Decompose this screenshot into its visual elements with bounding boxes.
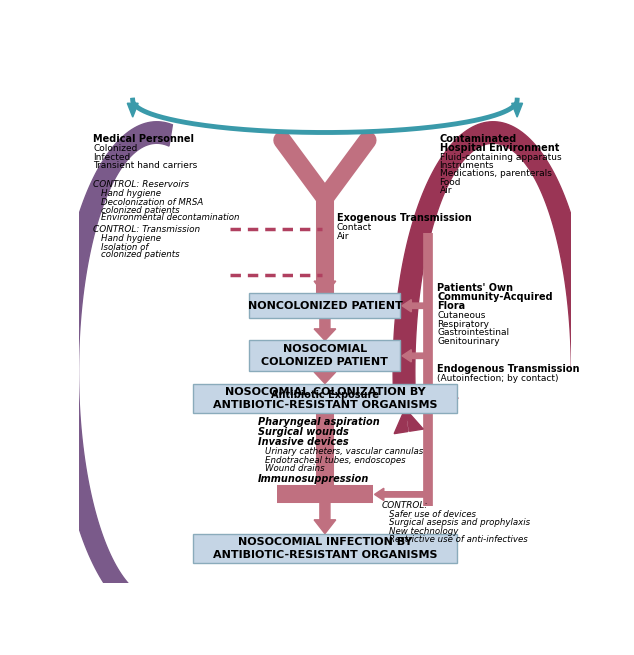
Text: Contact: Contact — [337, 223, 372, 233]
Polygon shape — [57, 122, 172, 620]
FancyArrow shape — [314, 281, 336, 295]
FancyBboxPatch shape — [249, 293, 401, 318]
FancyBboxPatch shape — [193, 384, 456, 413]
FancyArrow shape — [402, 350, 428, 362]
Polygon shape — [393, 122, 593, 410]
Text: colonized patients: colonized patients — [101, 206, 179, 215]
Text: Respiratory: Respiratory — [437, 320, 489, 329]
Text: Endogenous Transmission: Endogenous Transmission — [437, 364, 580, 373]
Text: Urinary catheters, vascular cannulas: Urinary catheters, vascular cannulas — [265, 447, 424, 457]
FancyArrow shape — [428, 392, 458, 404]
Text: NONCOLONIZED PATIENT: NONCOLONIZED PATIENT — [247, 301, 403, 310]
Text: Pharyngeal aspiration: Pharyngeal aspiration — [257, 417, 379, 428]
Text: Surgical wounds: Surgical wounds — [257, 428, 348, 438]
Text: Medications, parenterals: Medications, parenterals — [439, 170, 552, 178]
FancyBboxPatch shape — [193, 534, 456, 563]
Text: Restrictive use of anti-infectives: Restrictive use of anti-infectives — [389, 535, 528, 544]
Text: (Autoinfection; by contact): (Autoinfection; by contact) — [437, 373, 559, 383]
FancyBboxPatch shape — [249, 341, 401, 371]
FancyArrow shape — [402, 299, 428, 312]
Text: NOSOCOMIAL COLONIZATION BY
ANTIBIOTIC-RESISTANT ORGANISMS: NOSOCOMIAL COLONIZATION BY ANTIBIOTIC-RE… — [212, 386, 437, 409]
Text: Hospital Environment: Hospital Environment — [439, 143, 559, 153]
Text: Community-Acquired: Community-Acquired — [437, 292, 553, 302]
Text: CONTROL:: CONTROL: — [382, 500, 428, 510]
Text: Hand hygiene: Hand hygiene — [101, 234, 161, 243]
Text: Transient hand carriers: Transient hand carriers — [93, 161, 197, 170]
FancyArrow shape — [314, 495, 336, 534]
Text: Gastrointestinal: Gastrointestinal — [437, 328, 510, 337]
FancyArrow shape — [314, 318, 336, 341]
Text: New technology: New technology — [389, 527, 458, 536]
Text: Infected: Infected — [93, 153, 131, 162]
Text: Air: Air — [337, 232, 349, 241]
Text: Air: Air — [439, 187, 452, 195]
Text: NOSOCOMIAL
COLONIZED PATIENT: NOSOCOMIAL COLONIZED PATIENT — [261, 345, 389, 367]
Text: NOSOCOMIAL INFECTION BY
ANTIBIOTIC-RESISTANT ORGANISMS: NOSOCOMIAL INFECTION BY ANTIBIOTIC-RESIS… — [212, 537, 437, 560]
Text: CONTROL: Transmission: CONTROL: Transmission — [93, 225, 200, 234]
Text: Environmental decontamination: Environmental decontamination — [101, 214, 240, 222]
Text: Immunosuppression: Immunosuppression — [257, 474, 369, 485]
Text: Instruments: Instruments — [439, 161, 494, 170]
Text: Isolation of: Isolation of — [101, 242, 148, 252]
Text: CONTROL: Reservoirs: CONTROL: Reservoirs — [93, 180, 189, 189]
Text: Fluid-containing apparatus: Fluid-containing apparatus — [439, 153, 561, 162]
Text: Surgical asepsis and prophylaxis: Surgical asepsis and prophylaxis — [389, 518, 531, 527]
Text: Contaminated: Contaminated — [439, 134, 517, 144]
Text: Food: Food — [439, 178, 461, 187]
FancyArrow shape — [314, 371, 336, 384]
Text: Endotracheal tubes, endoscopes: Endotracheal tubes, endoscopes — [265, 456, 406, 465]
FancyArrow shape — [151, 596, 175, 626]
FancyArrow shape — [512, 99, 522, 117]
Text: Colonized: Colonized — [93, 144, 138, 153]
Text: Wound drains: Wound drains — [265, 464, 325, 474]
Text: Safer use of devices: Safer use of devices — [389, 510, 476, 519]
Text: Hand hygiene: Hand hygiene — [101, 189, 161, 198]
Text: Cutaneous: Cutaneous — [437, 311, 486, 320]
Text: Antibiotic Exposure: Antibiotic Exposure — [271, 390, 379, 400]
Text: Patients' Own: Patients' Own — [437, 283, 514, 293]
Text: Genitourinary: Genitourinary — [437, 337, 500, 346]
FancyArrow shape — [375, 488, 428, 500]
Text: Exogenous Transmission: Exogenous Transmission — [337, 214, 471, 223]
Text: Medical Personnel: Medical Personnel — [93, 134, 194, 144]
Text: Invasive devices: Invasive devices — [257, 438, 348, 447]
Text: Flora: Flora — [437, 301, 465, 311]
FancyArrow shape — [127, 99, 138, 117]
Text: Decolonization of MRSA: Decolonization of MRSA — [101, 198, 204, 207]
FancyArrow shape — [394, 409, 424, 434]
Text: colonized patients: colonized patients — [101, 250, 179, 259]
